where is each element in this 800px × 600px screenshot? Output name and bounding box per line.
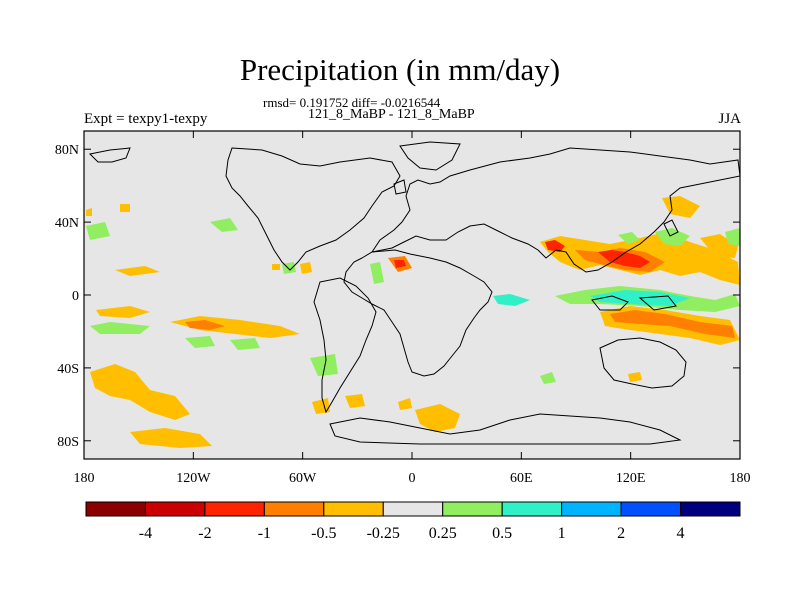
stats-subtitle: rmsd= 0.191752 diff= -0.0216544 — [263, 95, 441, 110]
colorbar-swatch — [144, 501, 206, 517]
anomaly-n-pacific-neg — [86, 208, 92, 216]
anomaly-sahel-core — [394, 260, 406, 268]
season-label: JJA — [718, 111, 741, 127]
anomaly-east-africa-pos — [493, 294, 530, 306]
coastline-africa — [343, 249, 493, 377]
coastline-indonesia — [591, 295, 629, 311]
anomaly-s-atlantic — [415, 404, 460, 432]
colorbar-label: -1 — [258, 525, 271, 542]
colorbar-label: 0.5 — [492, 525, 512, 542]
lat-tick-label: 40S — [57, 362, 79, 377]
anomaly-nw-pacific — [662, 196, 700, 218]
anomaly-spcz-pos-2 — [230, 338, 260, 350]
colorbar-swatch — [263, 501, 325, 517]
lon-tick-label: 120W — [176, 471, 211, 486]
colorbar-label: -2 — [198, 525, 211, 542]
chart-title: Precipitation (in mm/day) — [239, 52, 561, 87]
colorbar-swatch — [680, 501, 741, 517]
anomaly-trop-pacific-neg-2 — [272, 264, 280, 270]
coastline-north-america — [225, 147, 401, 271]
anomaly-sahel-pos — [370, 262, 384, 284]
colorbar-swatch — [85, 501, 146, 517]
colorbar-swatch — [561, 501, 622, 517]
lat-tick-label: 80S — [57, 435, 79, 450]
coastline-japan — [663, 219, 679, 237]
anomaly-east-asia-pos — [618, 232, 640, 244]
colorbar-label: 4 — [677, 525, 685, 542]
anomaly-pacific-pos — [725, 228, 740, 246]
anomaly-s-atlantic-2 — [398, 398, 412, 410]
coastline-eurasia — [370, 147, 741, 273]
coastline-greenland — [399, 141, 461, 171]
coastline-antarctica — [329, 413, 682, 445]
anomaly-s-indian-pos — [540, 372, 556, 384]
lon-tick-label: 0 — [409, 471, 416, 486]
colorbar-label: 1 — [558, 525, 566, 542]
anomaly-central-america-pos-2 — [210, 218, 238, 232]
colorbar-label: -0.25 — [367, 525, 400, 542]
colorbar-label: -4 — [139, 525, 152, 542]
anomaly-n-pacific-neg-2 — [120, 204, 130, 212]
lon-tick-label: 180 — [74, 471, 95, 486]
colorbar-label: 2 — [617, 525, 625, 542]
lon-tick-label: 120E — [616, 471, 646, 486]
colorbar-swatch — [204, 501, 265, 517]
latitude-axis: 80N 40N 0 40S 80S — [55, 143, 740, 450]
colorbar-label: 0.25 — [429, 525, 457, 542]
colorbar-swatch — [620, 501, 682, 517]
anomaly-southern-ocean — [90, 364, 190, 420]
lon-tick-label: 60W — [289, 471, 317, 486]
anomaly-central-america-neg — [300, 262, 312, 274]
lat-tick-label: 0 — [72, 289, 79, 304]
colorbar-swatch — [442, 501, 503, 517]
longitude-axis: 180 120W 60W 0 60E 120E 180 — [74, 131, 751, 486]
anomaly-sw-pacific-pos — [90, 322, 150, 334]
colorbar: -4 -2 -1 -0.5 -0.25 0.25 0.5 1 2 4 — [85, 501, 741, 542]
lat-tick-label: 80N — [55, 143, 79, 158]
coastline-south-america — [313, 277, 377, 414]
anomaly-india — [545, 240, 565, 252]
experiment-label: Expt = texpy1-texpy — [84, 111, 208, 127]
anomaly-east-asia-pos-2 — [655, 228, 690, 246]
colorbar-swatch — [382, 501, 444, 517]
anomaly-s-africa-pos — [310, 354, 338, 376]
coastlines — [88, 141, 741, 445]
anomaly-south-asia-peak — [598, 250, 650, 268]
colorbar-swatch — [323, 501, 384, 517]
anomaly-n-pacific-pos — [86, 222, 110, 240]
coastline-uk — [393, 179, 407, 195]
anomaly-spcz-core — [185, 320, 225, 330]
anomaly-trop-pacific-neg — [115, 266, 160, 276]
anomaly-s-atlantic-3 — [345, 394, 365, 408]
coastline-new-guinea — [638, 295, 677, 311]
lon-tick-label: 180 — [730, 471, 751, 486]
anomaly-southern-ocean-2 — [130, 428, 212, 448]
anomaly-south-indian-core — [610, 310, 735, 338]
colorbar-label: -0.5 — [311, 525, 336, 542]
anomaly-s-indian-neg — [628, 372, 642, 382]
coastline-alaska — [88, 147, 131, 163]
lat-tick-label: 40N — [55, 216, 79, 231]
lon-tick-label: 60E — [510, 471, 533, 486]
case-label: 121_8_MaBP - 121_8_MaBP — [308, 107, 475, 122]
colorbar-swatch — [501, 501, 563, 517]
anomaly-fields — [86, 196, 740, 448]
anomaly-sw-pacific — [96, 306, 150, 318]
coastline-australia — [599, 337, 687, 389]
anomaly-spcz-pos — [185, 336, 215, 348]
